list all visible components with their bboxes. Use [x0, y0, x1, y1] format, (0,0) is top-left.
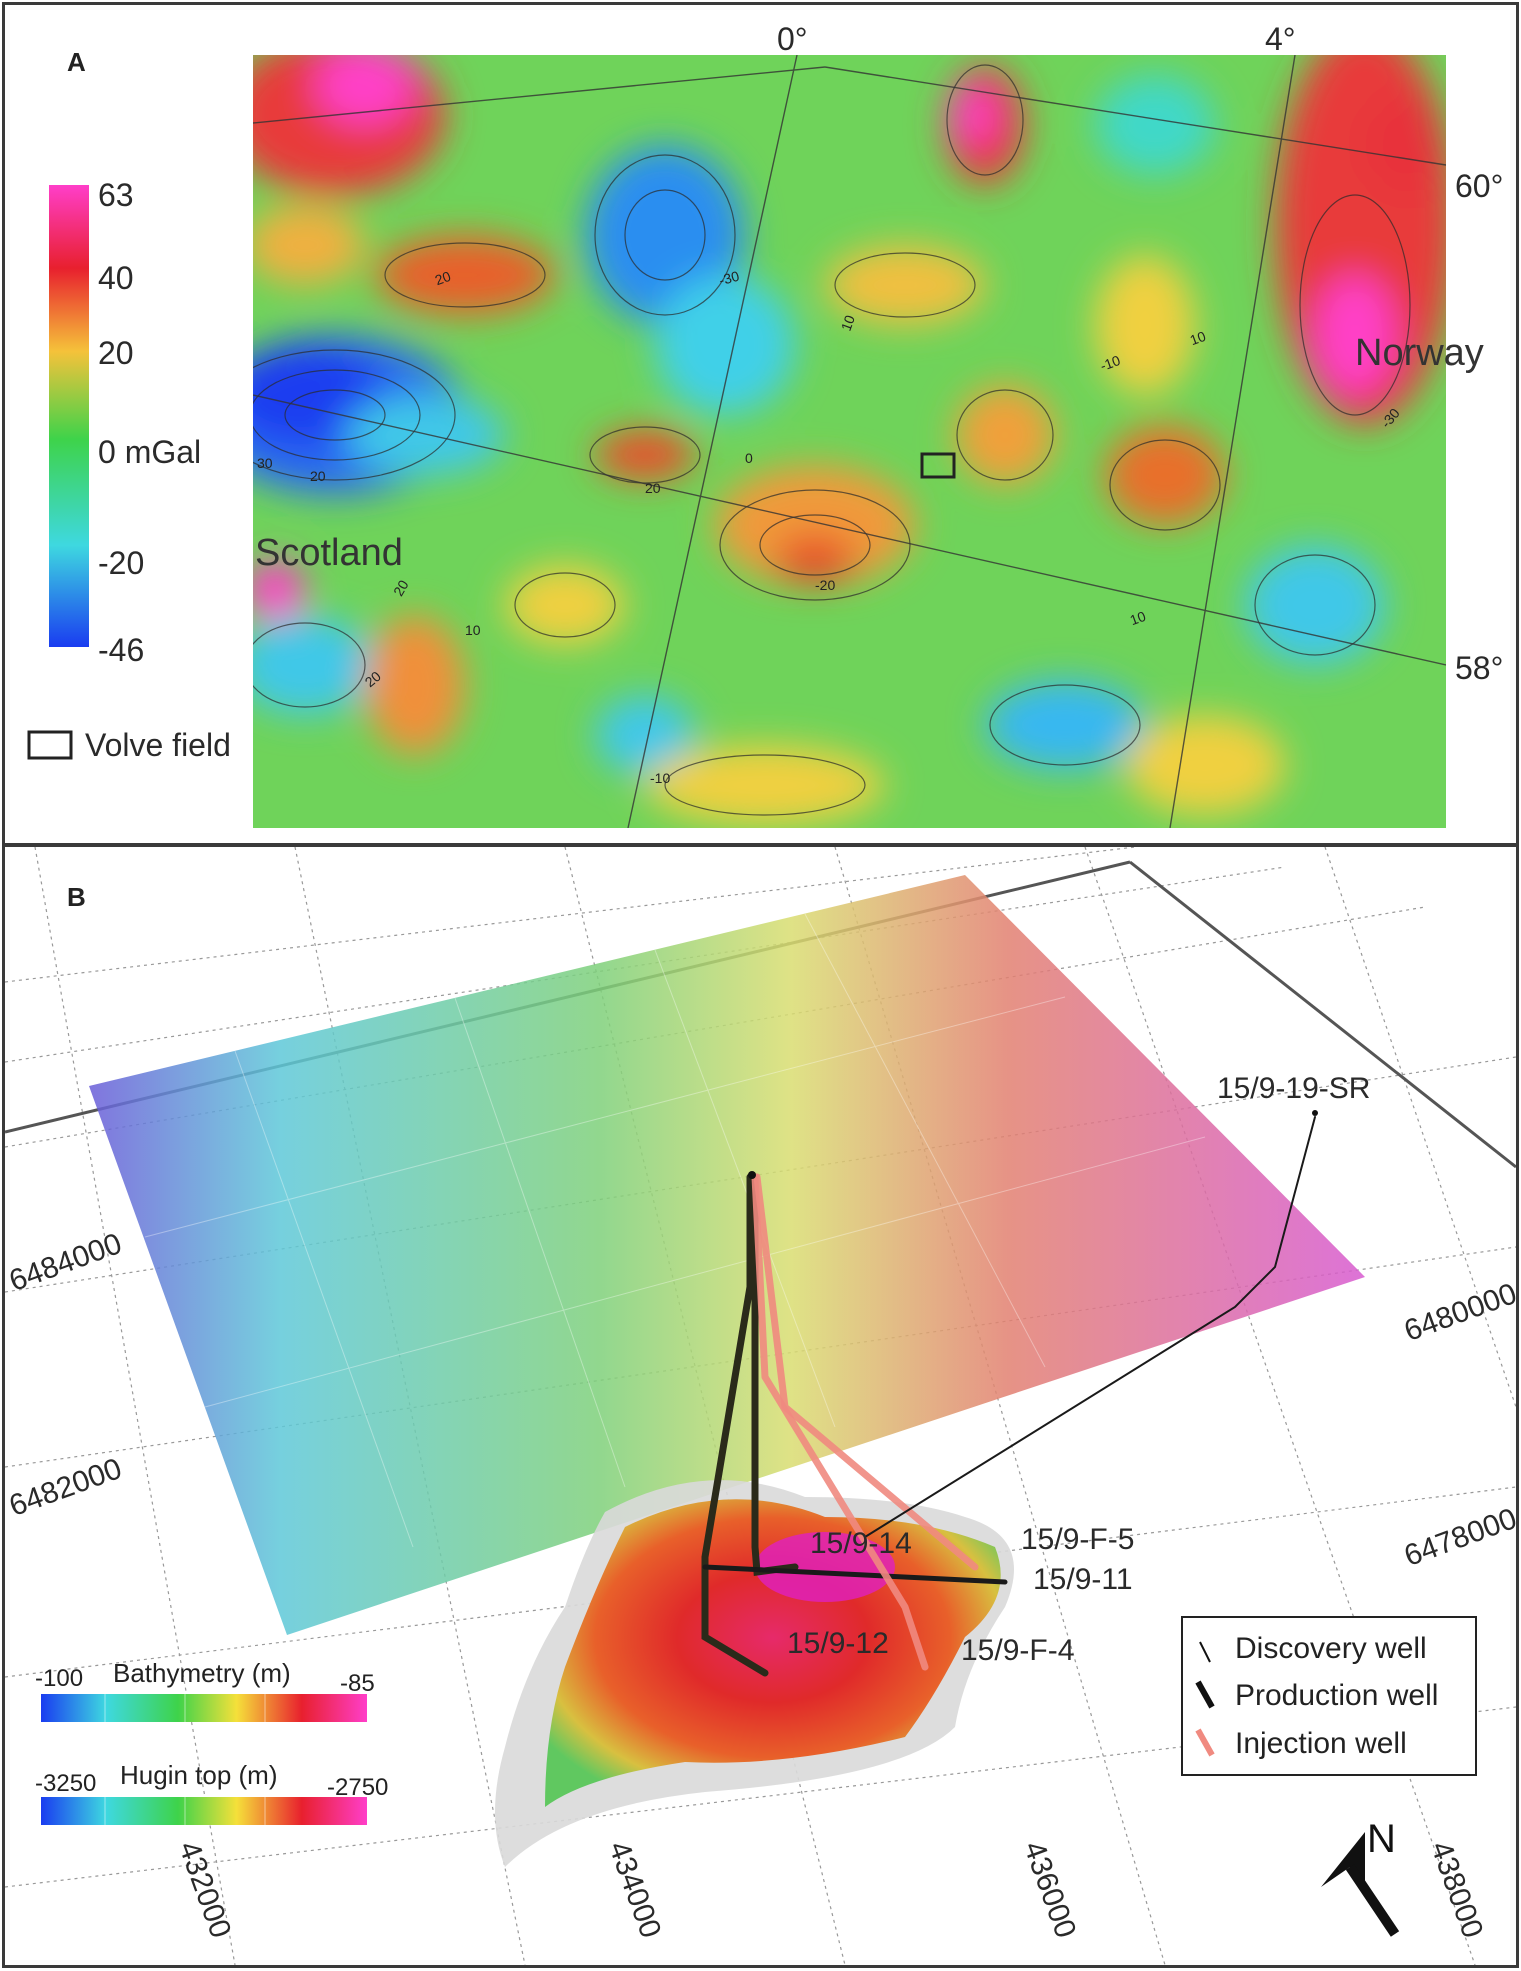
panel-b: B: [2, 844, 1519, 1968]
colorbar-tick-40: 40: [98, 260, 134, 296]
colorbar-tick-minus46: -46: [98, 632, 145, 668]
place-label-scotland: Scotland: [255, 532, 403, 574]
contour-label: 30: [257, 455, 273, 471]
well-label-15-9-14: 15/9-14: [810, 1527, 912, 1560]
well-label-15-9-f-5: 15/9-F-5: [1021, 1523, 1135, 1556]
bathymetry-max: -85: [340, 1670, 375, 1697]
legend-discovery-well: Discovery well: [1235, 1632, 1427, 1665]
well-label-15-9-12: 15/9-12: [787, 1627, 889, 1660]
panel-a-label: A: [67, 47, 86, 77]
wells: [701, 1116, 1316, 1677]
contour-label: 20: [310, 468, 326, 484]
hugin-min: -3250: [35, 1770, 97, 1797]
colorbar-tick-minus20: -20: [98, 545, 145, 581]
injection-well: [753, 1173, 979, 1571]
place-label-norway: Norway: [1355, 332, 1484, 374]
bathymetry-surface: [89, 875, 1365, 1635]
gravity-map: [27, 55, 1446, 828]
contour-label: -20: [815, 577, 836, 593]
colorbar-tick-63: 63: [98, 177, 134, 213]
contour-label: 20: [645, 480, 661, 496]
panel-a: A: [2, 2, 1519, 846]
hugin-colorbar: [41, 1797, 367, 1825]
panel-b-label: B: [67, 882, 86, 912]
hugin-max: -2750: [327, 1774, 389, 1801]
contour-label: 0: [745, 450, 753, 466]
bathymetry-min: -100: [35, 1665, 84, 1692]
volve-3d-view: [5, 847, 1516, 1965]
volve-field-box: [920, 452, 956, 479]
legend-injection-well: Injection well: [1235, 1727, 1407, 1760]
injection-well-legend-icon: [1195, 1728, 1215, 1757]
discovery-well-legend-icon: [1199, 1641, 1211, 1663]
legend-production-well: Production well: [1235, 1679, 1439, 1712]
north-arrow-icon: [1321, 1832, 1393, 1932]
contour-label: 10: [465, 622, 481, 638]
well-legend: [1181, 1616, 1477, 1776]
hugin-title: Hugin top (m): [120, 1760, 278, 1790]
well-label-15-9-19-sr: 15/9-19-SR: [1217, 1072, 1371, 1105]
colorbar-tick-20: 20: [98, 335, 134, 371]
injection-well: [751, 1173, 929, 1671]
discovery-well: [864, 1116, 1316, 1538]
production-well: [702, 1564, 1008, 1585]
production-well-legend-icon: [1195, 1680, 1215, 1709]
bathymetry-title: Bathymetry (m): [113, 1658, 291, 1688]
colorbar-tick-0: 0 mGal: [98, 434, 202, 470]
colorbar: [49, 185, 89, 647]
volve-field-legend-label: Volve field: [85, 727, 231, 763]
production-well: [701, 1173, 769, 1677]
lon-label-0: 0°: [777, 21, 808, 57]
well-label-15-9-f-4: 15/9-F-4: [961, 1634, 1075, 1667]
lat-label-60: 60°: [1455, 168, 1504, 204]
well-label-15-9-11: 15/9-11: [1033, 1563, 1133, 1596]
lat-label-58: 58°: [1455, 650, 1504, 686]
volve-field-legend-icon: [27, 730, 73, 760]
north-label: N: [1367, 1817, 1396, 1861]
lon-label-4: 4°: [1265, 21, 1296, 57]
contour-label: -10: [650, 770, 671, 786]
bathymetry-colorbar: [41, 1694, 367, 1722]
